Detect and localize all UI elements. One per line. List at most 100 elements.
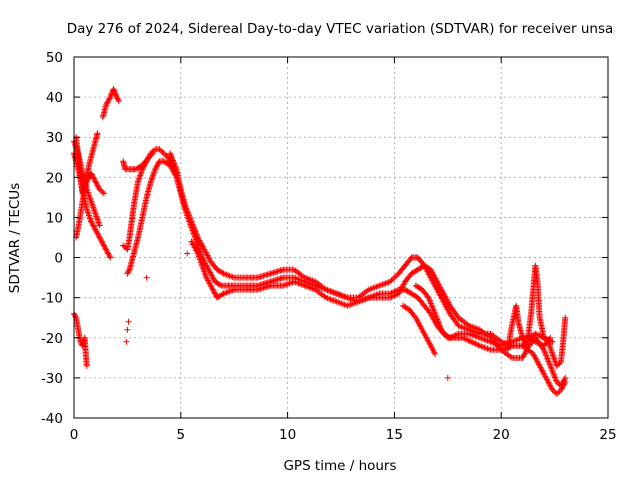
data-point-trail (436, 320, 443, 327)
data-point (124, 270, 131, 277)
y-tick-label: 50 (46, 50, 63, 66)
data-point-trail (153, 163, 160, 170)
data-point-trail (546, 361, 553, 368)
data-point (96, 186, 103, 193)
data-point (139, 166, 146, 173)
data-point (92, 178, 99, 185)
y-tick-label: -40 (41, 411, 63, 427)
data-point-trail (149, 148, 156, 155)
data-point (113, 94, 120, 101)
data-point-trail (543, 352, 550, 359)
data-point-trail (94, 230, 101, 237)
data-point-trail (550, 371, 557, 378)
data-point-trail (559, 384, 566, 391)
data-point-trail (103, 247, 110, 254)
data-point-trail (389, 293, 396, 300)
data-point-trail (555, 361, 562, 368)
data-point-trail (114, 95, 121, 102)
y-tick-labels: -40 -30 -20 -10 0 10 20 30 40 50 (41, 50, 63, 427)
data-point-trail (211, 289, 218, 296)
y-axis-label: SDTVAR / TECUs (7, 183, 23, 293)
data-point-trail (426, 297, 433, 304)
data-point (100, 242, 107, 249)
data-point-trail (100, 241, 107, 248)
data-point (83, 362, 90, 369)
data-point-trail (465, 337, 472, 344)
data-point (209, 286, 216, 293)
data-point-trail (145, 154, 152, 161)
data-point-trail (88, 171, 95, 178)
data-point-trail (549, 368, 556, 375)
data-point (519, 334, 526, 341)
data-point-trail (89, 172, 96, 179)
data-point (549, 386, 556, 393)
data-point-trail (99, 189, 106, 196)
data-point (105, 250, 112, 257)
data-point-trail (550, 388, 557, 395)
data-point-trail (94, 182, 101, 189)
data-point-trail (140, 163, 147, 170)
data-point (562, 378, 569, 385)
data-point (547, 362, 554, 369)
data-point-trail (183, 206, 190, 213)
data-point-trail (190, 224, 197, 231)
data-point-trail (520, 336, 527, 343)
x-tick-labels: 0 5 10 15 20 25 (70, 427, 617, 443)
data-point-trail (88, 219, 95, 226)
data-point (110, 86, 117, 93)
data-point (107, 94, 114, 101)
data-point-trail (427, 300, 434, 307)
data-point-trail (555, 389, 562, 396)
y-tick-label: -30 (41, 371, 63, 387)
data-point-trail (547, 364, 554, 371)
data-point-trail (561, 380, 568, 387)
data-point-trail (186, 212, 193, 219)
data-point-trail (193, 231, 200, 238)
data-point-trail (97, 235, 104, 242)
data-point (562, 314, 569, 321)
data-point-trail (429, 304, 436, 311)
data-point-trail (101, 243, 108, 250)
data-point-trail (125, 269, 132, 276)
data-point-trail (219, 291, 226, 298)
data-point-trail (192, 228, 199, 235)
data-point-trail (392, 273, 399, 280)
data-point-trail (95, 183, 102, 190)
data-point-trail (106, 253, 113, 260)
data-point-trail (142, 159, 149, 166)
data-point (123, 338, 130, 345)
data-point-trail (125, 267, 132, 274)
data-point-trail (106, 95, 113, 102)
data-point-trail (189, 221, 196, 228)
data-point-trail (93, 181, 100, 188)
data-point-trail (466, 338, 473, 345)
data-point-trail (545, 358, 552, 365)
data-point-trail (112, 91, 119, 98)
data-point-trail (98, 238, 105, 245)
data-point-trail (167, 151, 174, 158)
data-point-trail (551, 374, 558, 381)
data-point-trail (471, 340, 478, 347)
data-point (553, 378, 560, 385)
data-point-trail (217, 281, 224, 288)
data-point-trail (190, 222, 197, 229)
data-point (425, 294, 432, 301)
data-point-trail (552, 375, 559, 382)
data-point (468, 338, 475, 345)
data-point-trail (90, 175, 97, 182)
data-point (88, 170, 95, 177)
data-point (553, 362, 560, 369)
data-point-trail (150, 147, 157, 154)
data-point-trail (389, 275, 396, 282)
data-point-trail (391, 274, 398, 281)
data-point (459, 334, 466, 341)
data-point-trail (91, 177, 98, 184)
x-tick-label: 5 (177, 427, 186, 443)
data-point-trail (107, 92, 114, 99)
data-point (184, 250, 191, 257)
data-point-trail (95, 231, 102, 238)
data-point-trail (430, 306, 437, 313)
data-point (444, 374, 451, 381)
